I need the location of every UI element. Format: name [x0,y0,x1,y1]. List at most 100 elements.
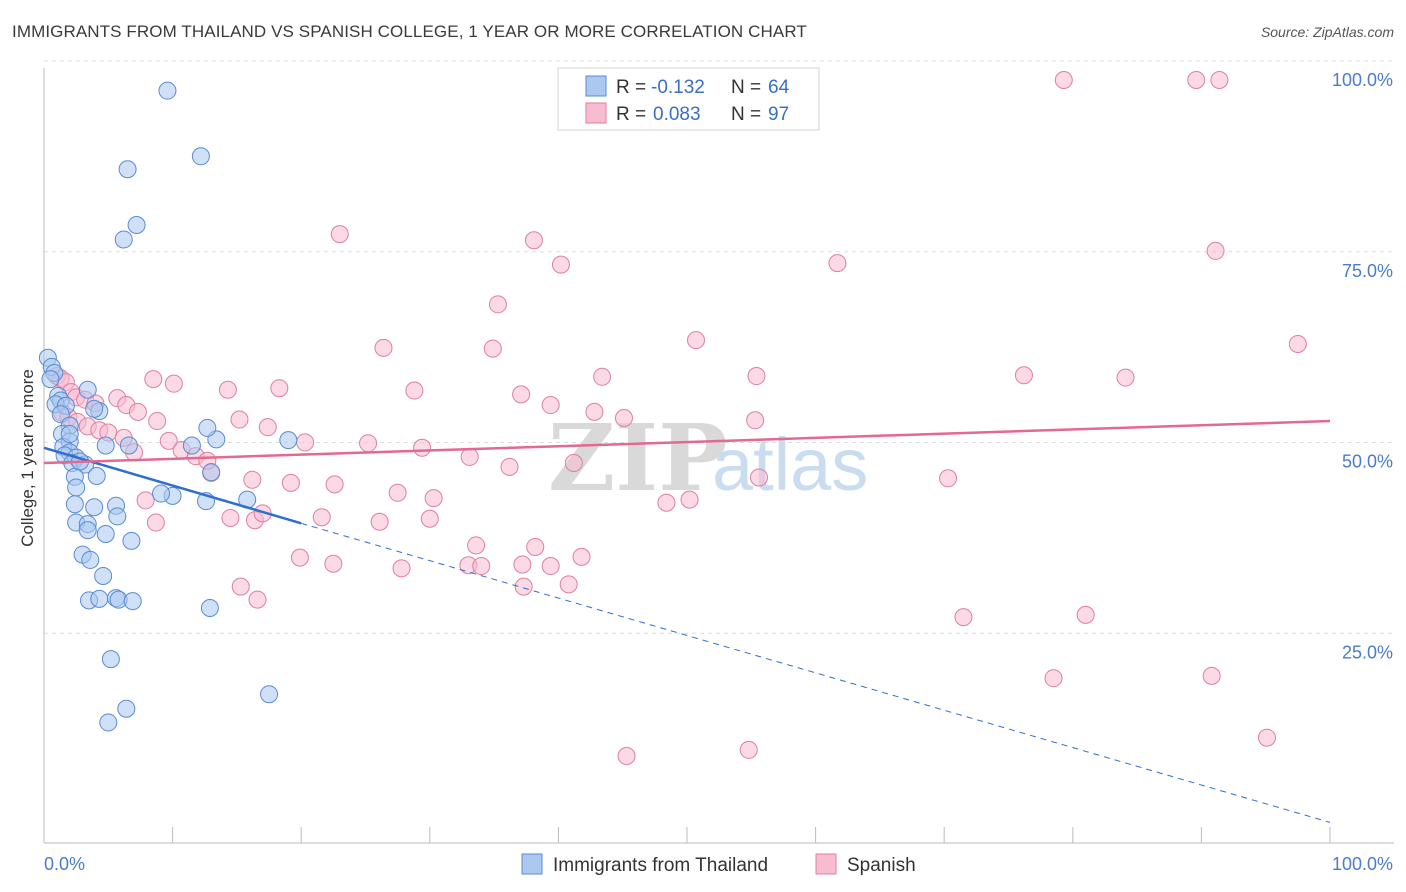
point-thailand [60,425,79,444]
trendlines [43,419,1331,823]
legend-swatch-spanish-bottom [815,853,837,875]
point-thailand [99,713,118,732]
point-spanish [136,491,155,510]
point-spanish [146,513,165,532]
x-tick-label: 0.0% [44,854,85,874]
legend-swatch-spanish [585,102,607,124]
point-spanish [1076,605,1095,624]
legend-stats: R = -0.132 N = 64 R = 0.083 N = 97 [557,67,820,131]
point-thailand [108,507,127,526]
point-spanish [657,493,676,512]
source-credit: Source: ZipAtlas.com [1260,24,1394,40]
watermark-atlas: atlas [712,423,868,506]
point-spanish [1187,71,1206,89]
point-spanish [231,577,250,596]
point-spanish [593,367,612,386]
point-spanish [564,454,583,473]
point-thailand [78,380,97,399]
point-spanish [746,411,765,430]
point-thailand [85,399,104,418]
point-spanish [1044,669,1063,688]
point-spanish [312,508,331,527]
legend-n-value-thailand: 64 [768,77,790,98]
tick-labels: 25.0% 50.0% 75.0% 100.0% 0.0% 100.0% [44,70,1393,874]
point-spanish [370,512,389,531]
point-spanish [1288,334,1307,353]
point-thailand [191,147,210,166]
point-spanish [524,231,543,250]
point-thailand [122,531,141,550]
point-thailand [123,592,142,611]
point-spanish [687,331,706,350]
legend-r-value-thailand: -0.132 [651,77,705,98]
point-spanish [680,490,699,509]
point-thailand [78,521,97,540]
point-thailand [41,370,60,389]
point-spanish [230,410,249,429]
point-thailand [152,484,171,503]
point-spanish [148,412,167,431]
chart-title: IMMIGRANTS FROM THAILAND VS SPANISH COLL… [12,22,807,41]
legend-series: Immigrants from Thailand Spanish [521,853,916,876]
point-spanish [1257,728,1276,747]
point-thailand [127,215,146,234]
point-spanish [296,433,315,452]
point-spanish [248,590,267,609]
point-spanish [747,367,766,386]
point-spanish [828,254,847,273]
point-spanish [128,402,147,421]
trendline-thailand-extension [301,522,1331,823]
point-spanish [500,457,519,476]
point-thailand [118,160,137,179]
point-thailand [94,566,113,585]
point-thailand [101,650,120,669]
point-spanish [488,295,507,314]
point-thailand [90,589,109,608]
point-thailand [260,685,279,704]
point-thailand [117,699,136,718]
legend-r-label-spanish: R = [616,104,646,125]
point-spanish [164,374,183,393]
point-thailand [65,495,84,514]
legend-swatch-immigrants-from-thailand [521,853,543,875]
point-spanish [392,559,411,578]
legend-r-value-spanish: 0.083 [653,104,701,125]
point-spanish [243,470,262,489]
legend-n-label-thailand: N = [731,77,761,98]
point-spanish [221,508,240,527]
point-spanish [512,385,531,404]
point-thailand [96,524,115,543]
point-spanish [513,555,532,574]
legend-label-spanish: Spanish [847,855,916,876]
point-spanish [1206,241,1225,260]
point-thailand [158,81,177,100]
point-spanish [460,447,479,466]
trendline-thailand [43,446,302,525]
point-spanish [617,747,636,766]
point-spanish [424,489,443,508]
point-spanish [559,575,578,594]
point-spanish [1202,666,1221,685]
point-spanish [541,396,560,415]
point-spanish [258,418,277,437]
gridlines [44,60,1394,634]
point-spanish [330,225,349,244]
point-spanish [359,434,378,453]
legend-label-immigrants-from-thailand: Immigrants from Thailand [553,855,768,876]
x-tick-label: 100.0% [1332,854,1393,874]
point-thailand [198,418,217,437]
point-spanish [405,381,424,400]
point-thailand [182,436,201,455]
point-spanish [270,379,289,398]
point-spanish [467,536,486,555]
legend-n-label-spanish: N = [731,104,761,125]
point-spanish [750,468,769,487]
point-thailand [114,230,133,249]
point-spanish [1116,368,1135,387]
trendline-spanish [43,419,1331,465]
point-spanish [413,438,432,457]
point-spanish [551,255,570,274]
y-tick-label: 25.0% [1342,642,1393,662]
point-thailand [119,436,138,455]
